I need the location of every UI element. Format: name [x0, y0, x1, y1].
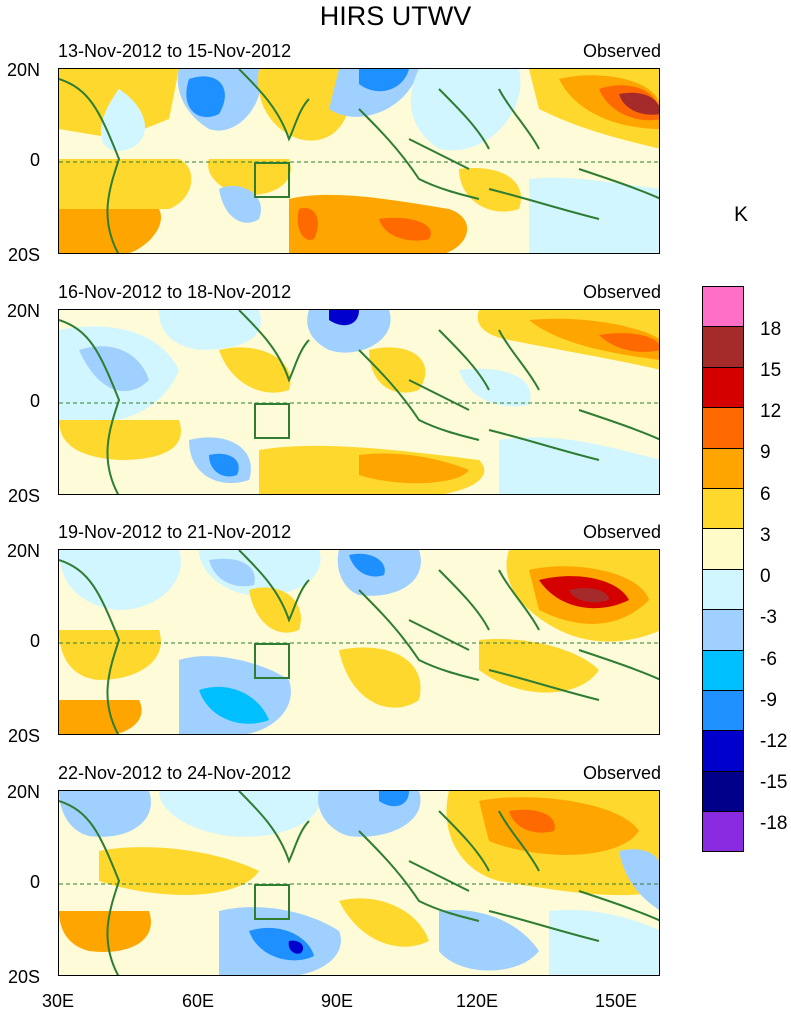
colorbar-label: -3 [760, 607, 777, 628]
lat-label-eq: 0 [29, 631, 40, 651]
colorbar-swatch [702, 730, 744, 772]
colorbar-label: 6 [760, 484, 771, 505]
lat-label-eq: 0 [29, 872, 40, 892]
colorbar-label: 9 [760, 442, 771, 463]
lon-label-90e: 90E [320, 991, 354, 1011]
colorbar-swatch [702, 326, 744, 368]
lon-label-60e: 60E [181, 991, 215, 1011]
lat-label-20n: 20N [6, 782, 40, 802]
lat-label-20s: 20S [7, 245, 40, 265]
colorbar [702, 286, 744, 853]
panel-period: 13-Nov-2012 to 15-Nov-2012 [58, 41, 292, 61]
colorbar-swatch [702, 649, 744, 691]
panel-period: 16-Nov-2012 to 18-Nov-2012 [58, 282, 292, 302]
colorbar-label: 0 [760, 566, 771, 587]
panel-source: Observed [582, 763, 661, 783]
colorbar-swatch [702, 366, 744, 409]
lon-label-30e: 30E [41, 991, 75, 1011]
colorbar-swatch [702, 811, 744, 853]
lat-label-20n: 20N [6, 60, 40, 80]
lat-label-eq: 0 [29, 150, 40, 170]
coastline [59, 791, 659, 975]
coastline [59, 310, 659, 494]
target-region-box [254, 884, 290, 920]
colorbar-swatch [702, 407, 744, 449]
longitude-axis: 30E 60E 90E 120E 150E [0, 990, 791, 1014]
lat-label-20s: 20S [7, 967, 40, 987]
panel-source: Observed [582, 41, 661, 61]
panel-source: Observed [582, 522, 661, 542]
colorbar-label: -9 [760, 690, 777, 711]
target-region-box [254, 162, 290, 198]
map-panel-2: 16-Nov-2012 to 18-Nov-2012 Observed 20N … [0, 241, 791, 506]
colorbar-label: 3 [760, 525, 771, 546]
lat-label-20n: 20N [6, 301, 40, 321]
colorbar-label: 12 [760, 401, 782, 422]
map-area [58, 68, 660, 254]
colorbar-swatch [702, 286, 744, 328]
lat-label-20n: 20N [6, 541, 40, 561]
map-panel-3: 19-Nov-2012 to 21-Nov-2012 Observed 20N … [0, 481, 791, 746]
colorbar-swatch [702, 770, 744, 813]
panel-period: 19-Nov-2012 to 21-Nov-2012 [58, 522, 292, 542]
units-label: K [734, 203, 749, 226]
panel-period: 22-Nov-2012 to 24-Nov-2012 [58, 763, 292, 783]
colorbar-label: 18 [760, 319, 782, 340]
colorbar-label: -18 [760, 813, 788, 834]
lon-label-120e: 120E [455, 991, 499, 1011]
map-area [58, 549, 660, 735]
map-panel-1: 13-Nov-2012 to 15-Nov-2012 Observed 20N … [0, 0, 791, 265]
colorbar-label: -6 [760, 649, 777, 670]
colorbar-swatch [702, 528, 744, 570]
colorbar-label: -15 [760, 772, 788, 793]
lat-label-20s: 20S [7, 486, 40, 506]
map-area [58, 790, 660, 976]
colorbar-swatch [702, 487, 744, 530]
colorbar-swatch [702, 609, 744, 651]
colorbar-swatch [702, 568, 744, 611]
target-region-box [254, 643, 290, 679]
target-region-box [254, 403, 290, 439]
lon-label-150e: 150E [594, 991, 638, 1011]
figure-title: HIRS UTWV [319, 1, 472, 31]
map-area [58, 309, 660, 495]
lat-label-eq: 0 [29, 391, 40, 411]
map-panel-4: 22-Nov-2012 to 24-Nov-2012 Observed 20N … [0, 722, 791, 987]
coastline [59, 550, 659, 734]
lat-label-20s: 20S [7, 726, 40, 746]
coastline [59, 69, 659, 253]
panel-source: Observed [582, 282, 661, 302]
colorbar-label: -12 [760, 731, 788, 752]
colorbar-swatch [702, 689, 744, 732]
colorbar-swatch [702, 447, 744, 489]
colorbar-label: 15 [760, 360, 782, 381]
